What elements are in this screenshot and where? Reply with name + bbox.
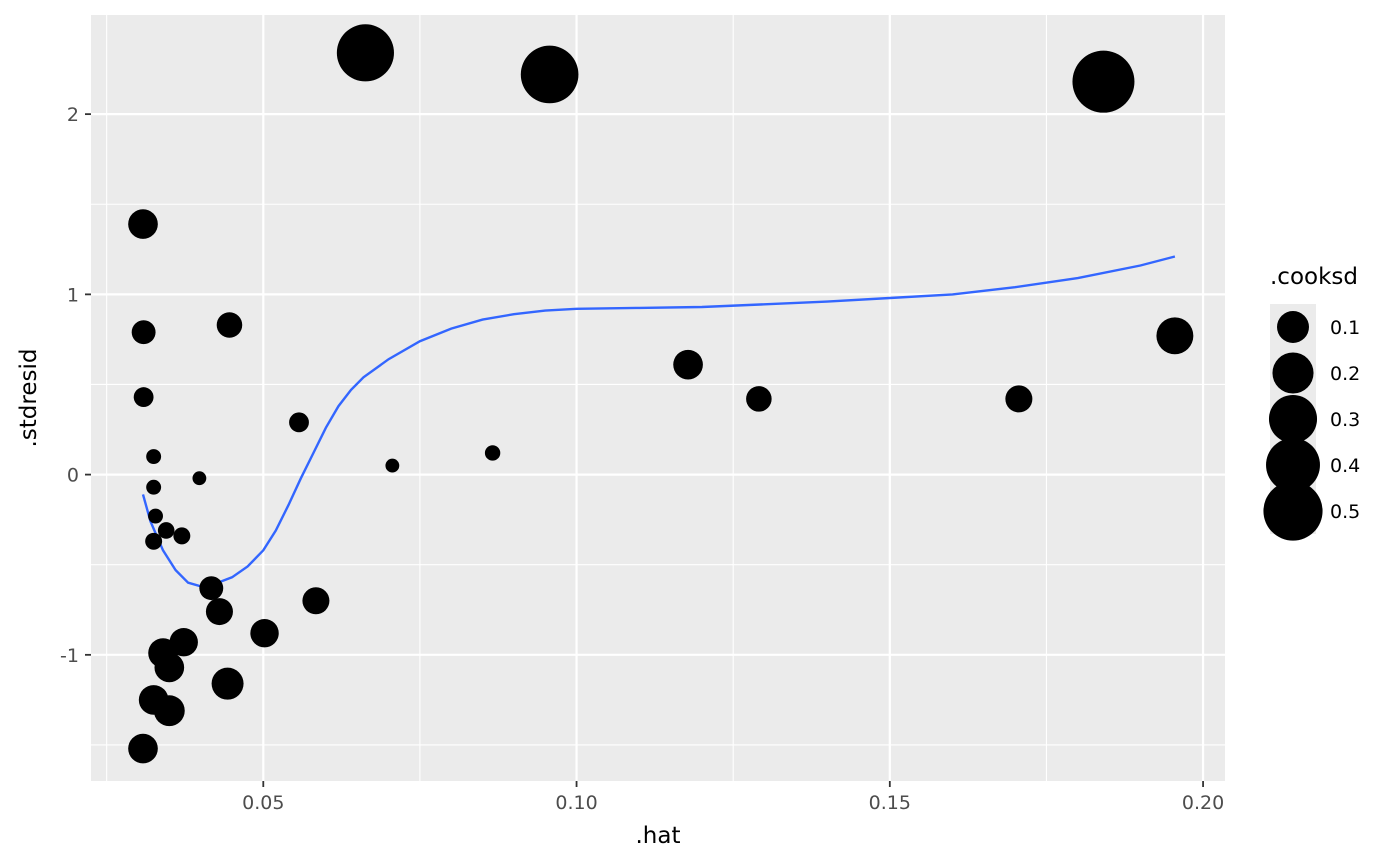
data-point-20 — [173, 527, 191, 545]
data-point-4 — [131, 320, 156, 345]
data-point-13 — [673, 349, 703, 380]
legend-title: .cooksd — [1270, 264, 1358, 290]
y-tick-label-3: 2 — [67, 104, 79, 126]
data-point-22 — [205, 598, 233, 626]
x-tick-label-1: 0.10 — [555, 792, 597, 814]
data-point-8 — [146, 449, 162, 465]
legend-label-0: 0.1 — [1330, 317, 1360, 339]
legend-key-circle-4 — [1263, 481, 1323, 541]
data-point-5 — [216, 312, 243, 338]
grid-lines — [91, 15, 1225, 781]
data-point-1 — [520, 45, 579, 104]
legend-label-1: 0.2 — [1330, 363, 1360, 385]
data-point-17 — [148, 508, 163, 524]
legend-key-circle-3 — [1266, 438, 1320, 492]
data-point-9 — [146, 479, 162, 495]
size-legend: .cooksd 0.1 0.2 0.3 0.4 0.5 — [1263, 264, 1360, 541]
legend-label-3: 0.4 — [1330, 455, 1360, 477]
axes: 0.05 0.10 0.15 0.20 -1 0 1 2 — [60, 104, 1224, 814]
data-point-3 — [128, 209, 158, 239]
legend-label-4: 0.5 — [1330, 501, 1360, 523]
panel-background — [91, 15, 1225, 781]
data-point-28 — [211, 667, 244, 700]
legend-key-circle-2 — [1268, 394, 1318, 444]
legend-key-circle-0 — [1277, 311, 1309, 343]
data-point-15 — [1005, 385, 1033, 413]
data-point-7 — [289, 412, 309, 433]
legend-label-2: 0.3 — [1330, 409, 1360, 431]
legend-key-circle-1 — [1272, 352, 1314, 394]
data-point-30 — [153, 695, 185, 727]
data-point-18 — [157, 522, 175, 539]
data-point-2 — [1072, 50, 1135, 113]
y-tick-label-1: 0 — [67, 465, 79, 487]
data-point-0 — [336, 24, 394, 82]
data-point-11 — [385, 458, 400, 473]
data-point-31 — [128, 733, 158, 764]
y-tick-label-2: 1 — [67, 284, 79, 306]
x-tick-label-2: 0.15 — [869, 792, 911, 814]
data-point-24 — [250, 619, 279, 648]
points-layer — [128, 24, 1194, 764]
data-point-21 — [199, 576, 224, 601]
data-point-16 — [1156, 317, 1194, 355]
x-tick-label-3: 0.20 — [1182, 792, 1224, 814]
data-point-19 — [145, 532, 163, 550]
data-point-27 — [154, 652, 185, 683]
y-axis-title: .stdresid — [16, 349, 42, 448]
data-point-12 — [484, 445, 501, 461]
data-point-23 — [302, 587, 330, 615]
data-point-10 — [192, 471, 207, 486]
data-point-6 — [133, 387, 154, 408]
x-axis-title: .hat — [635, 823, 680, 849]
y-tick-label-0: -1 — [60, 645, 79, 667]
data-point-14 — [746, 386, 772, 412]
plot-panel — [91, 15, 1225, 781]
x-tick-label-0: 0.05 — [242, 792, 284, 814]
